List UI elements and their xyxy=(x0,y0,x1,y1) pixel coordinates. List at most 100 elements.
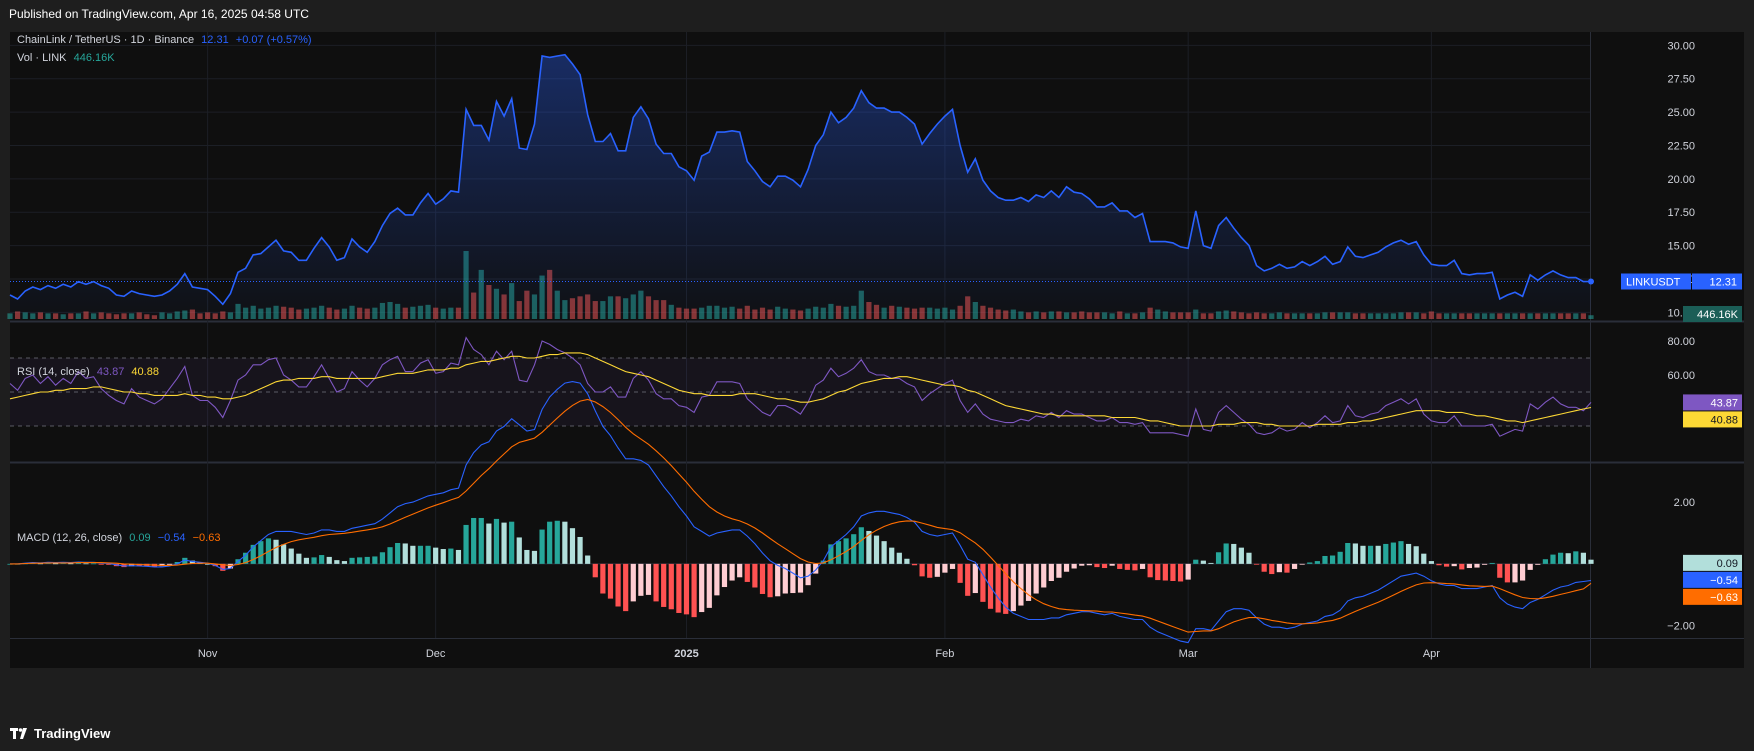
last-price: 12.31 xyxy=(201,34,229,46)
macd-histogram-bar xyxy=(448,548,454,564)
price-change: +0.07 (+0.57%) xyxy=(235,34,312,46)
macd-histogram-bar xyxy=(471,517,477,564)
symbol-title: ChainLink / TetherUS · 1D · Binance xyxy=(17,34,195,46)
macd-histogram-bar xyxy=(919,563,925,577)
macd-histogram-bar xyxy=(501,522,507,564)
macd-histogram-bar xyxy=(296,553,302,564)
rsi-legend: RSI (14, close) 43.87 40.88 xyxy=(17,366,163,378)
y-tick-label: 80.00 xyxy=(1667,336,1695,348)
macd-histogram-bar xyxy=(585,555,591,564)
symbol-tag-label: LINKUSDT xyxy=(1626,276,1681,288)
macd-histogram-bar xyxy=(638,563,644,596)
macd-histogram-bar xyxy=(1413,546,1419,564)
price-tag-label: 12.31 xyxy=(1709,276,1737,288)
macd-histogram-bar xyxy=(904,558,910,564)
macd-hist-tag xyxy=(1683,554,1742,571)
macd-histogram-bar xyxy=(1079,563,1085,566)
macd-histogram-bar xyxy=(752,563,758,588)
macd-histogram-bar xyxy=(1398,541,1404,564)
volume-tag xyxy=(1683,306,1742,322)
macd-histogram-bar xyxy=(569,528,576,564)
macd-histogram-bar xyxy=(98,563,104,565)
macd-histogram-bar xyxy=(1185,563,1191,580)
macd-histogram-bar xyxy=(349,557,355,564)
rsi-label: RSI (14, close) xyxy=(17,366,90,378)
symbol-tag xyxy=(1621,273,1691,290)
macd-histogram-bar xyxy=(1155,563,1161,581)
macd-histogram-bar xyxy=(1291,563,1298,569)
macd-histogram-bar xyxy=(577,536,583,564)
macd-histogram-bar xyxy=(417,545,424,564)
macd-histogram-bar xyxy=(1383,543,1389,564)
volume-legend: Vol · LINK 446.16K xyxy=(17,52,119,64)
macd-histogram-bar xyxy=(516,537,522,564)
macd-histogram-bar xyxy=(319,555,325,564)
macd-histogram-bar xyxy=(1132,563,1138,571)
macd-histogram-bar xyxy=(1200,560,1206,564)
macd-histogram-bar xyxy=(75,562,82,564)
macd-histogram-bar xyxy=(1428,561,1434,564)
published-note: Published on TradingView.com, Apr 16, 20… xyxy=(9,7,309,21)
macd-histogram-bar xyxy=(1086,563,1092,566)
macd-histogram-bar xyxy=(1276,563,1282,573)
macd-histogram-bar xyxy=(820,560,826,564)
macd-histogram-bar xyxy=(372,556,378,564)
macd-histogram-bar xyxy=(91,563,97,565)
macd-histogram-bar xyxy=(927,563,933,578)
macd-histogram-bar xyxy=(1497,563,1503,578)
macd-histogram-bar xyxy=(83,563,89,565)
macd-histogram-bar xyxy=(1421,553,1427,564)
macd-histogram-bar xyxy=(1550,554,1556,564)
time-axis-background xyxy=(10,638,1590,668)
macd-histogram-bar xyxy=(615,563,621,607)
macd-histogram-bar xyxy=(250,544,256,564)
macd-histogram-bar xyxy=(1253,563,1260,565)
macd-signal-tag-label: −0.63 xyxy=(1710,592,1738,604)
macd-histogram-bar xyxy=(813,563,819,574)
macd-histogram-bar xyxy=(1405,543,1412,564)
macd-histogram-bar xyxy=(129,563,135,567)
volume-label: Vol · LINK xyxy=(17,52,67,64)
macd-histogram-bar xyxy=(463,524,469,564)
tradingview-logo[interactable]: TradingView xyxy=(10,726,110,741)
y-tick-label: 15.00 xyxy=(1667,241,1695,253)
macd-histogram-bar xyxy=(1124,563,1130,570)
macd-histogram-bar xyxy=(1269,563,1275,575)
volume-value: 446.16K xyxy=(73,52,115,64)
macd-line xyxy=(10,381,1592,644)
macd-histogram-bar xyxy=(1063,563,1070,572)
macd-histogram-bar xyxy=(1481,563,1488,565)
macd-histogram-bar xyxy=(866,530,872,564)
macd-histogram-bar xyxy=(341,561,348,564)
chart-canvas[interactable]: NovDec2025FebMarApr10.0012.5015.0017.502… xyxy=(0,28,1754,718)
macd-histogram-bar xyxy=(1504,563,1510,583)
macd-histogram-bar xyxy=(1314,561,1320,564)
rsi-line xyxy=(9,336,1592,437)
x-tick-label: Feb xyxy=(935,648,954,660)
x-tick-label: Dec xyxy=(426,648,446,660)
macd-histogram-bar xyxy=(410,545,416,564)
macd-histogram-bar xyxy=(1223,543,1229,564)
macd-label: MACD (12, 26, close) xyxy=(17,532,123,544)
macd-histogram-bar xyxy=(37,563,44,565)
macd-histogram-bar xyxy=(1177,563,1184,582)
macd-histogram-bar xyxy=(1208,562,1214,564)
macd-histogram-bar xyxy=(1284,563,1290,573)
macd-histogram-bar xyxy=(828,544,834,564)
macd-histogram-bar xyxy=(1071,563,1077,569)
rsi-ma-tag xyxy=(1683,411,1742,428)
rsi-ma-line xyxy=(9,352,1592,427)
macd-histogram-bar xyxy=(1436,563,1442,566)
price-line xyxy=(9,53,1592,306)
macd-histogram-bar xyxy=(1565,553,1571,564)
macd-histogram-bar xyxy=(782,563,788,594)
y-tick-label: 60.00 xyxy=(1667,370,1695,382)
macd-histogram-bar xyxy=(1056,563,1062,578)
macd-histogram-bar xyxy=(729,563,735,581)
rsi-ma-tag-label: 40.88 xyxy=(1710,414,1738,426)
price-legend: ChainLink / TetherUS · 1D · Binance 12.3… xyxy=(17,34,316,46)
macd-histogram-bar xyxy=(1246,552,1252,564)
macd-histogram-bar xyxy=(683,563,690,615)
y-tick-label: −2.00 xyxy=(1667,621,1695,633)
rsi-band-fill xyxy=(10,358,1590,426)
